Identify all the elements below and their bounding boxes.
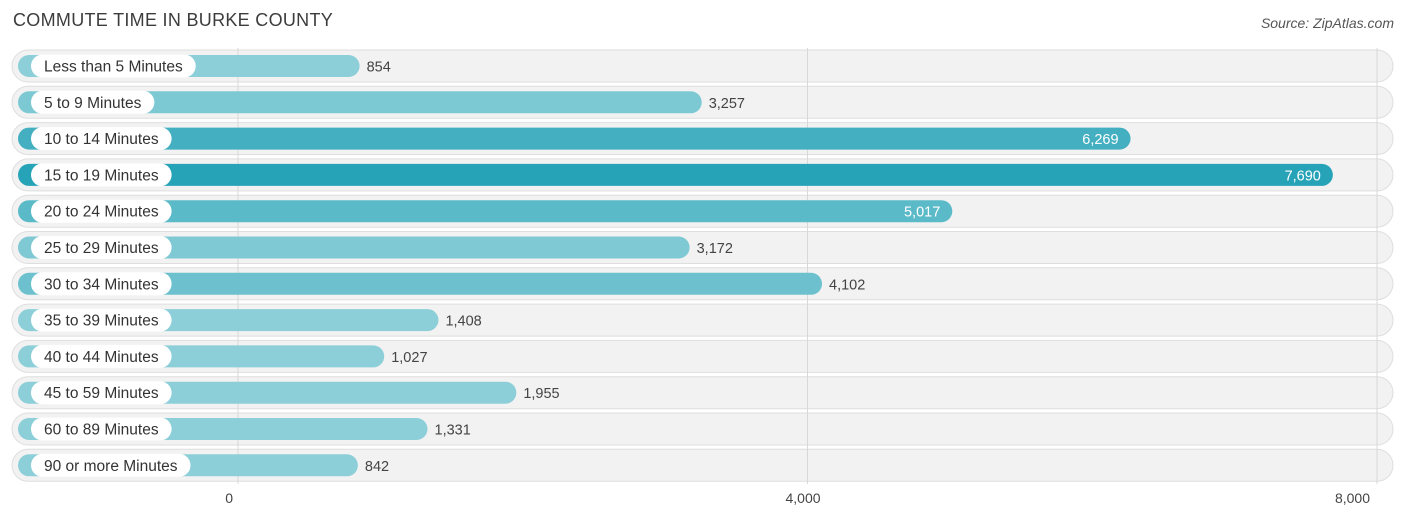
source-credit: Source: ZipAtlas.com bbox=[1260, 15, 1394, 31]
category-label: Less than 5 Minutes bbox=[44, 59, 183, 76]
category-label-pill bbox=[31, 199, 172, 223]
category-label-pill bbox=[31, 163, 172, 187]
category-label: 90 or more Minutes bbox=[44, 458, 178, 475]
category-label: 45 to 59 Minutes bbox=[44, 385, 159, 402]
value-label: 7,690 bbox=[1285, 168, 1321, 184]
x-tick-label: 4,000 bbox=[786, 490, 821, 506]
value-label: 5,017 bbox=[904, 205, 940, 221]
category-label-pill bbox=[31, 344, 172, 368]
x-tick-label: 8,000 bbox=[1335, 490, 1370, 506]
row-background bbox=[11, 49, 1394, 83]
category-label-pill bbox=[31, 381, 172, 405]
category-label: 60 to 89 Minutes bbox=[44, 422, 159, 439]
value-label: 1,027 bbox=[391, 350, 427, 366]
value-label: 1,955 bbox=[523, 386, 559, 402]
bar bbox=[18, 91, 702, 114]
bar bbox=[18, 127, 1131, 150]
row-background bbox=[11, 448, 1394, 482]
category-label: 15 to 19 Minutes bbox=[44, 167, 159, 184]
value-label: 6,269 bbox=[1082, 132, 1118, 148]
bar bbox=[18, 272, 823, 295]
value-label: 4,102 bbox=[829, 277, 865, 293]
category-label: 35 to 39 Minutes bbox=[44, 313, 159, 330]
bar bbox=[18, 200, 953, 223]
category-label: 5 to 9 Minutes bbox=[44, 95, 142, 112]
category-label: 25 to 29 Minutes bbox=[44, 240, 159, 257]
category-label: 10 to 14 Minutes bbox=[44, 131, 159, 148]
value-label: 842 bbox=[365, 459, 389, 475]
category-label-pill bbox=[31, 417, 172, 441]
category-label-pill bbox=[31, 54, 196, 78]
category-label-pill bbox=[31, 308, 172, 332]
category-label: 40 to 44 Minutes bbox=[44, 349, 159, 366]
bar bbox=[18, 163, 1333, 186]
category-label-pill bbox=[31, 90, 155, 114]
category-label-pill bbox=[31, 236, 172, 259]
chart-title: COMMUTE TIME IN BURKE COUNTY bbox=[13, 10, 334, 30]
value-label: 854 bbox=[367, 60, 391, 76]
value-label: 1,408 bbox=[445, 314, 481, 330]
category-label: 20 to 24 Minutes bbox=[44, 204, 159, 221]
bar bbox=[18, 236, 690, 259]
category-label-pill bbox=[31, 272, 172, 296]
category-label: 30 to 34 Minutes bbox=[44, 276, 159, 293]
value-label: 1,331 bbox=[435, 423, 471, 439]
value-label: 3,257 bbox=[709, 96, 745, 112]
value-label: 3,172 bbox=[697, 241, 733, 257]
category-label-pill bbox=[31, 127, 172, 151]
x-tick-label: 0 bbox=[225, 490, 233, 506]
category-label-pill bbox=[31, 453, 191, 477]
